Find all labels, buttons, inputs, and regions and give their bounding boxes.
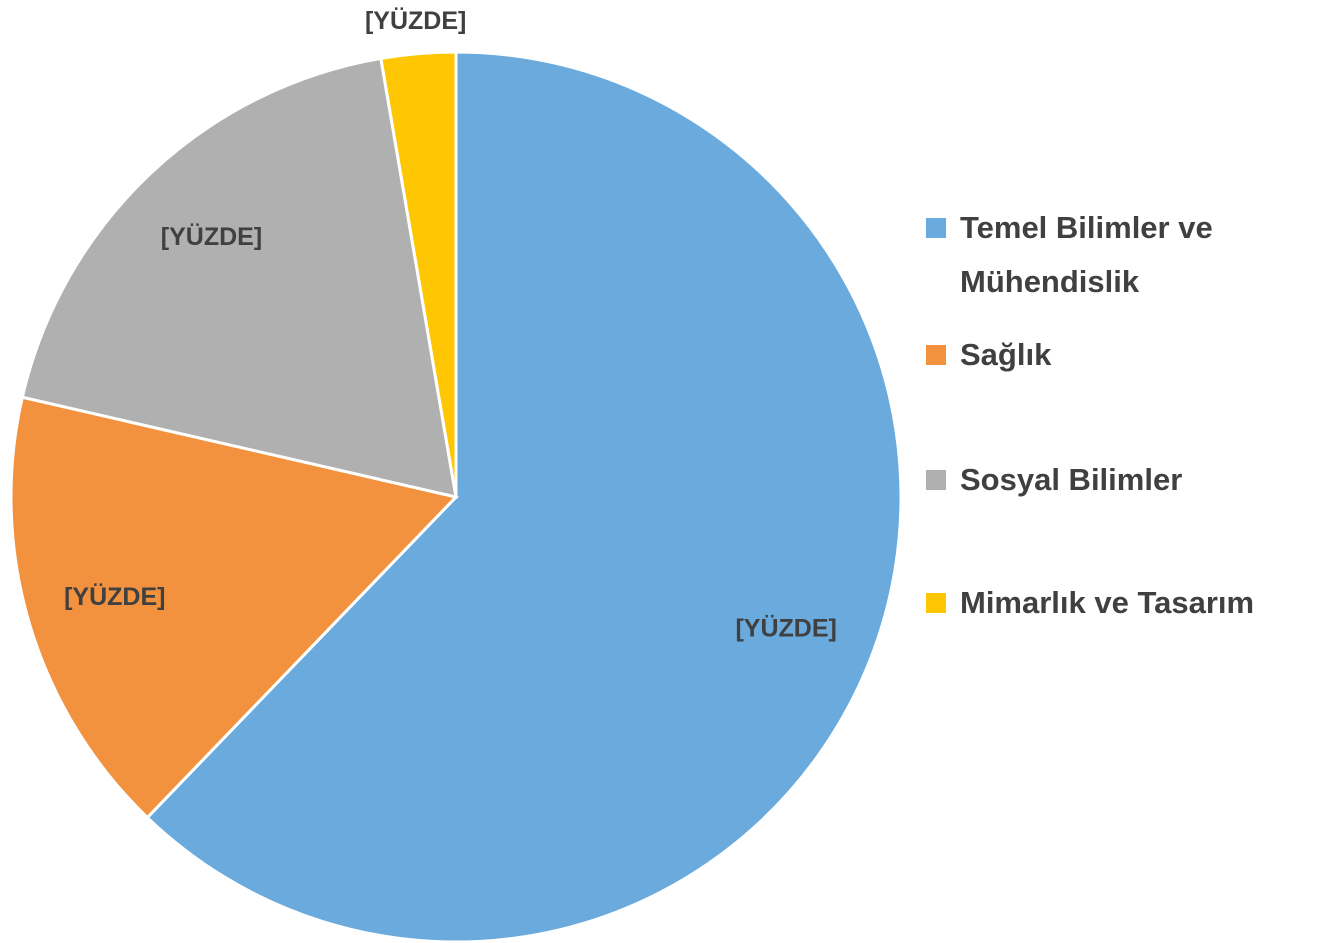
legend-swatch (926, 218, 946, 238)
legend-label: Mimarlık ve Tasarım (960, 585, 1255, 620)
legend-entry: Sağlık (926, 335, 1332, 382)
legend-entry: Sosyal Bilimler (926, 460, 1332, 507)
legend-label: Temel Bilimler ve Mühendislik (960, 210, 1213, 299)
legend-label: Sağlık (960, 337, 1052, 372)
legend-swatch (926, 345, 946, 365)
legend-entry: Mimarlık ve Tasarım (926, 583, 1332, 630)
legend-swatch (926, 470, 946, 490)
data-label: [YÜZDE] (365, 6, 466, 35)
pie-slice (379, 50, 458, 498)
pie-slice (9, 395, 459, 820)
data-label: [YÜZDE] (735, 614, 836, 643)
legend-entry: Temel Bilimler ve Mühendislik (926, 208, 1332, 309)
legend-swatch (926, 593, 946, 613)
legend-label: Sosyal Bilimler (960, 462, 1183, 497)
pie-slice (20, 56, 458, 499)
data-label: [YÜZDE] (161, 222, 262, 251)
pie-slice (145, 50, 903, 943)
data-label: [YÜZDE] (64, 582, 165, 611)
